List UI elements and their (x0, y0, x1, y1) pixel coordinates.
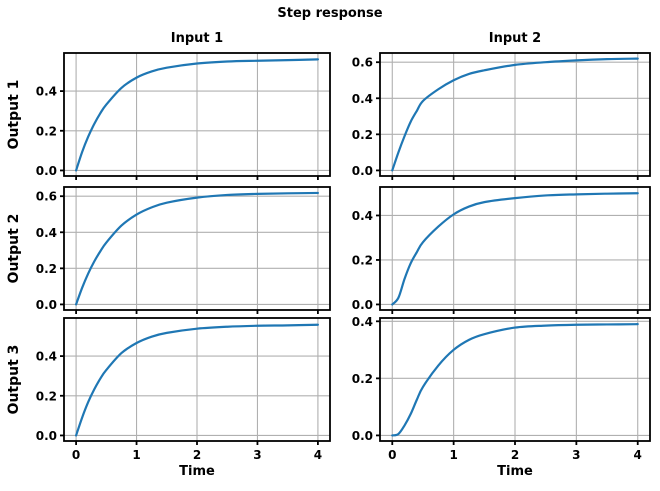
y-tick-label: 0.4 (36, 226, 57, 240)
y-tick-label: 0.4 (352, 209, 373, 223)
step-response-curve (74, 323, 320, 437)
y-tick-label: 0.0 (36, 429, 57, 443)
step-response-curve (391, 57, 639, 172)
y-tick-label: 0.0 (36, 298, 57, 312)
row-label-output3: Output 3 (6, 344, 22, 415)
x-tick-label: 2 (511, 448, 519, 462)
y-tick-label: 0.6 (36, 190, 57, 204)
y-tick-label: 0.4 (36, 85, 57, 99)
subplot-canvas: 0.0 0.2 0.4 0 1 2 3 4 (36, 317, 331, 462)
x-tick-label: 0 (72, 448, 80, 462)
y-tick-label: 0.6 (352, 56, 373, 70)
step-response-curve (74, 58, 320, 172)
x-axis-label-left: Time (179, 464, 215, 479)
y-tick-label: 0.0 (352, 164, 373, 178)
subplot-output3-input2: 0.0 0.2 0.4 0 1 2 3 4 (344, 314, 656, 467)
y-tick-label: 0.0 (352, 298, 373, 312)
x-tick-label: 4 (314, 448, 322, 462)
y-tick-label: 0.2 (36, 389, 57, 403)
x-tick-label: 0 (388, 448, 396, 462)
row-label-output1: Output 1 (6, 79, 22, 150)
subplot-canvas: 0.0 0.2 0.4 0.6 (36, 186, 331, 314)
figure-title: Step response (277, 6, 383, 21)
y-tick-label: 0.4 (36, 350, 57, 364)
subplot-output1-input1: 0.0 0.2 0.4 (28, 49, 336, 184)
subplot-output3-input1: 0.0 0.2 0.4 0 1 2 3 4 (28, 314, 336, 467)
x-tick-label: 2 (193, 448, 201, 462)
x-axis-label-right: Time (497, 464, 533, 479)
x-tick-label: 4 (634, 448, 642, 462)
x-tick-label: 3 (572, 448, 580, 462)
x-tick-label: 3 (253, 448, 261, 462)
y-tick-label: 0.2 (36, 262, 57, 276)
subplot-canvas: 0.0 0.2 0.4 0.6 (352, 52, 651, 180)
subplot-output2-input2: 0.0 0.2 0.4 (344, 183, 656, 318)
subplot-output1-input2: 0.0 0.2 0.4 0.6 (344, 49, 656, 184)
x-tick-label: 1 (449, 448, 457, 462)
step-response-curve (74, 191, 320, 306)
row-label-output2: Output 2 (6, 213, 22, 284)
step-response-curve (391, 323, 639, 437)
y-tick-label: 0.4 (352, 315, 373, 329)
y-tick-label: 0.0 (36, 164, 57, 178)
y-tick-label: 0.0 (352, 429, 373, 443)
subplot-canvas: 0.0 0.2 0.4 0 1 2 3 4 (352, 315, 651, 462)
step-response-curve (391, 192, 639, 306)
column-title-input2: Input 2 (488, 31, 542, 46)
subplot-canvas: 0.0 0.2 0.4 (36, 52, 331, 180)
y-tick-label: 0.2 (352, 253, 373, 267)
y-tick-label: 0.2 (36, 124, 57, 138)
subplot-output2-input1: 0.0 0.2 0.4 0.6 (28, 183, 336, 318)
column-title-input1: Input 1 (170, 31, 224, 46)
y-tick-label: 0.2 (352, 372, 373, 386)
y-tick-label: 0.2 (352, 128, 373, 142)
y-tick-label: 0.4 (352, 92, 373, 106)
x-tick-label: 1 (132, 448, 140, 462)
subplot-canvas: 0.0 0.2 0.4 (352, 186, 651, 314)
